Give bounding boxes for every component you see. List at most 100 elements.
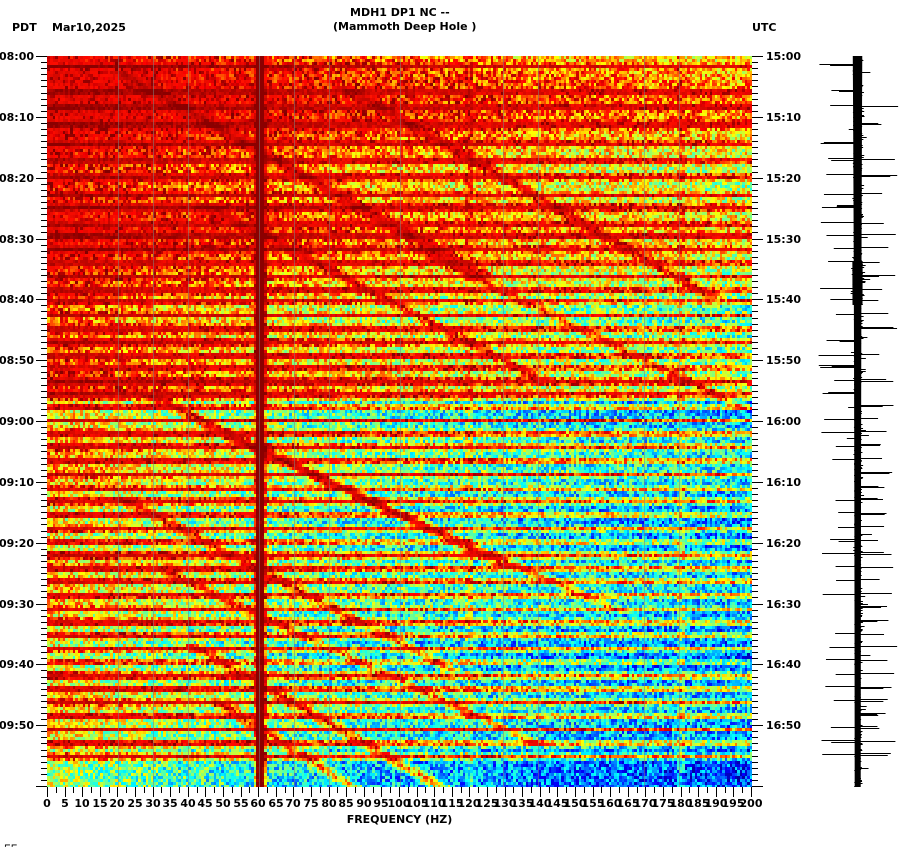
time-tick-major [36, 421, 47, 422]
time-tick-minor [41, 208, 47, 209]
time-tick-minor [752, 597, 758, 598]
freq-tick-minor [337, 787, 338, 793]
time-tick-minor [752, 214, 758, 215]
time-tick-minor [41, 470, 47, 471]
freq-tick-major [293, 787, 294, 797]
freq-axis-label: 15 [92, 797, 108, 810]
time-tick-minor [752, 93, 758, 94]
time-tick-minor [752, 628, 758, 629]
time-axis-label: 08:40 [0, 293, 34, 306]
time-tick-minor [41, 281, 47, 282]
spectrogram-plot[interactable] [47, 56, 752, 787]
freq-axis-label: 50 [215, 797, 231, 810]
time-tick-minor [41, 342, 47, 343]
time-tick-minor [752, 62, 758, 63]
time-tick-minor [752, 750, 758, 751]
time-tick-minor [41, 439, 47, 440]
freq-tick-minor [496, 787, 497, 793]
time-tick-minor [41, 391, 47, 392]
time-tick-minor [752, 506, 758, 507]
time-tick-major [36, 786, 47, 787]
time-tick-major [752, 117, 763, 118]
freq-tick-minor [672, 787, 673, 793]
time-tick-minor [752, 385, 758, 386]
time-tick-minor [752, 634, 758, 635]
header: MDH1 DP1 NC -- (Mammoth Deep Hole ) PDT … [0, 0, 902, 48]
time-tick-minor [752, 354, 758, 355]
time-tick-minor [752, 780, 758, 781]
freq-tick-minor [707, 787, 708, 793]
time-tick-minor [41, 652, 47, 653]
time-tick-major [36, 725, 47, 726]
freq-tick-minor [126, 787, 127, 793]
freq-tick-major [540, 787, 541, 797]
freq-tick-minor [478, 787, 479, 793]
freq-tick-minor [549, 787, 550, 793]
freq-axis-label: 165 [616, 797, 640, 810]
time-tick-minor [41, 293, 47, 294]
time-tick-minor [41, 591, 47, 592]
time-tick-minor [41, 348, 47, 349]
time-tick-minor [752, 555, 758, 556]
time-tick-minor [752, 245, 758, 246]
freq-tick-minor [601, 787, 602, 793]
time-tick-minor [41, 354, 47, 355]
time-tick-minor [752, 561, 758, 562]
time-tick-minor [41, 220, 47, 221]
time-tick-minor [41, 99, 47, 100]
freq-tick-major [733, 787, 734, 797]
time-tick-minor [752, 470, 758, 471]
time-tick-major [36, 543, 47, 544]
freq-tick-major [575, 787, 576, 797]
time-tick-minor [752, 123, 758, 124]
freq-axis-label: 200 [739, 797, 763, 810]
time-tick-minor [41, 518, 47, 519]
time-tick-minor [41, 610, 47, 611]
time-tick-minor [41, 695, 47, 696]
time-tick-minor [41, 311, 47, 312]
time-tick-minor [752, 512, 758, 513]
time-tick-minor [752, 153, 758, 154]
time-tick-minor [752, 135, 758, 136]
time-tick-minor [752, 646, 758, 647]
time-tick-minor [752, 190, 758, 191]
time-tick-minor [752, 287, 758, 288]
freq-tick-major [469, 787, 470, 797]
freq-axis-label: 150 [563, 797, 587, 810]
time-tick-minor [41, 719, 47, 720]
freq-tick-minor [161, 787, 162, 793]
freq-axis-label: 130 [493, 797, 517, 810]
time-tick-minor [752, 269, 758, 270]
time-tick-minor [752, 293, 758, 294]
time-tick-major [752, 299, 763, 300]
freq-tick-minor [584, 787, 585, 793]
time-tick-minor [752, 391, 758, 392]
time-tick-major [752, 543, 763, 544]
time-tick-minor [41, 86, 47, 87]
time-axis-label: 08:10 [0, 111, 34, 124]
freq-tick-major [311, 787, 312, 797]
freq-tick-major [434, 787, 435, 797]
time-tick-major [36, 360, 47, 361]
time-tick-minor [752, 403, 758, 404]
time-tick-minor [41, 378, 47, 379]
time-tick-minor [41, 372, 47, 373]
timezone-left-label: PDT [12, 21, 37, 34]
freq-tick-minor [320, 787, 321, 793]
time-tick-minor [41, 433, 47, 434]
freq-tick-major [645, 787, 646, 797]
freq-tick-major [610, 787, 611, 797]
freq-axis-label: 80 [321, 797, 337, 810]
time-tick-minor [41, 762, 47, 763]
time-axis-label: 08:50 [0, 354, 34, 367]
time-tick-minor [752, 488, 758, 489]
time-tick-minor [41, 579, 47, 580]
time-tick-minor [752, 80, 758, 81]
time-tick-minor [41, 731, 47, 732]
seismogram-trace-panel [818, 56, 902, 787]
time-tick-minor [752, 652, 758, 653]
time-tick-minor [41, 62, 47, 63]
time-tick-minor [752, 701, 758, 702]
time-tick-minor [41, 780, 47, 781]
time-tick-minor [752, 409, 758, 410]
